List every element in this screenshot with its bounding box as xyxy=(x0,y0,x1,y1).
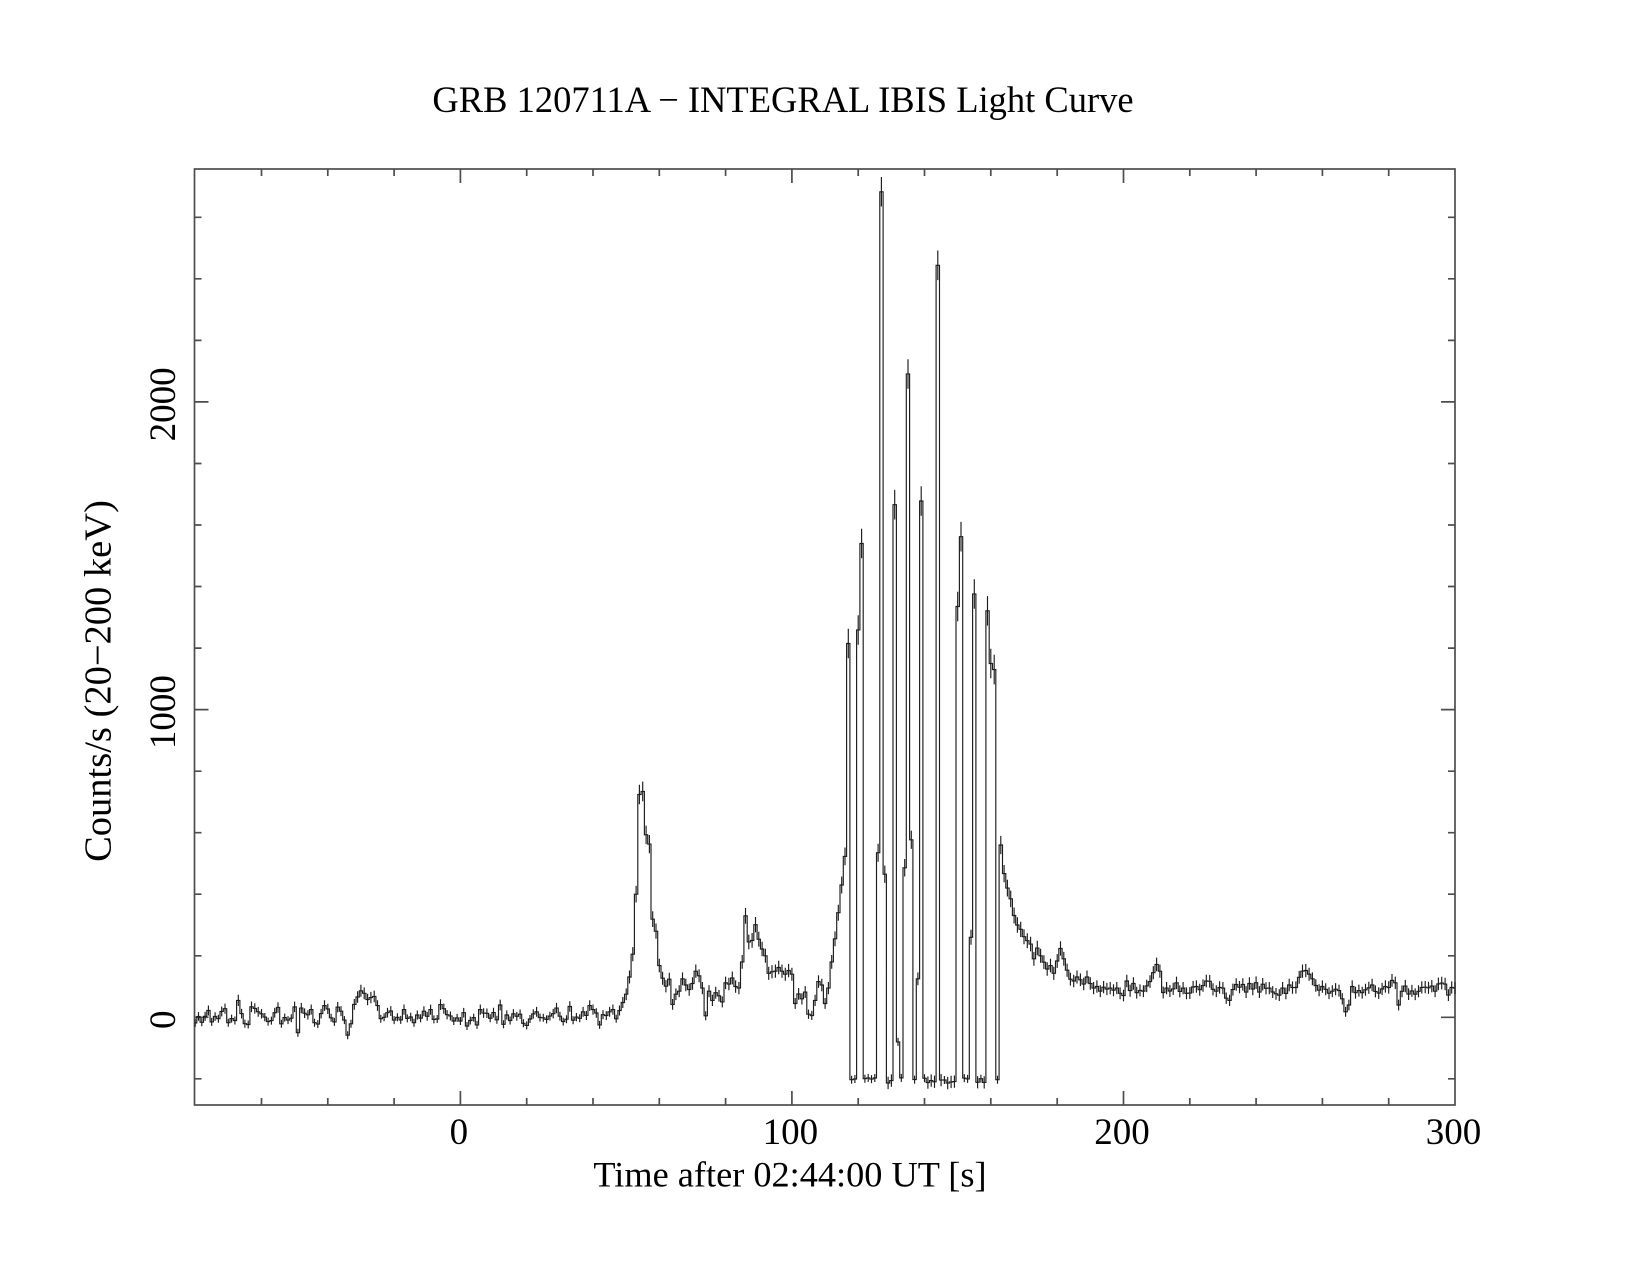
svg-text:200: 200 xyxy=(1094,1112,1150,1153)
svg-text:Time after 02:44:00 UT [s]: Time after 02:44:00 UT [s] xyxy=(593,1155,986,1195)
svg-text:1000: 1000 xyxy=(143,675,184,749)
svg-text:0: 0 xyxy=(143,1011,184,1030)
svg-text:300: 300 xyxy=(1426,1112,1482,1153)
svg-text:Counts/s (20−200 keV): Counts/s (20−200 keV) xyxy=(78,500,120,862)
svg-text:100: 100 xyxy=(763,1112,819,1153)
svg-text:2000: 2000 xyxy=(143,367,184,441)
svg-text:0: 0 xyxy=(450,1112,469,1153)
svg-text:GRB 120711A − INTEGRAL IBIS Li: GRB 120711A − INTEGRAL IBIS Light Curve xyxy=(432,79,1133,120)
